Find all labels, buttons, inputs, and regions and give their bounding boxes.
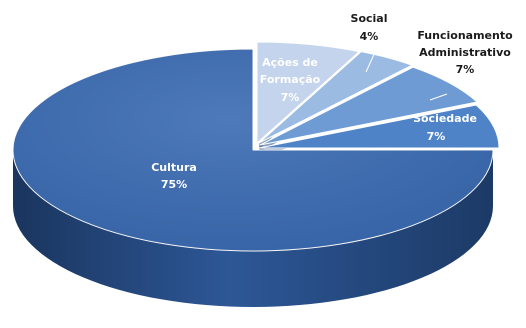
pie-slices	[12, 41, 500, 252]
label-funcionamento-name1: Funcionamento	[417, 29, 513, 42]
slice-side-cultura	[13, 150, 493, 307]
slice-social	[258, 51, 413, 144]
label-funcionamento-pct: 7%	[456, 63, 475, 76]
label-social-name: Social	[351, 12, 388, 25]
label-sociedade-pct: 7%	[427, 130, 446, 143]
label-funcionamento-name2: Administrativo	[419, 46, 511, 59]
label-social-pct: 4%	[360, 30, 379, 43]
label-cultura-name: Cultura	[151, 161, 197, 174]
label-acoes-name2: Formação	[260, 73, 321, 86]
label-cultura-pct: 75%	[161, 178, 187, 191]
connector-funcionamento	[429, 93, 448, 101]
label-sociedade-name: Sociedade	[413, 112, 477, 125]
slice-funcionamento	[259, 66, 478, 146]
slice-cultura-shading	[13, 49, 493, 251]
slice-labels: Cultura 75% Sociedade 7% Funcionamento A…	[151, 12, 513, 191]
slice-acoes	[256, 41, 360, 144]
label-acoes-name1: Ações de	[262, 56, 318, 69]
label-acoes-pct: 7%	[281, 91, 300, 104]
label-connectors	[365, 49, 448, 101]
slice-sociedade	[258, 104, 500, 149]
connector-social	[365, 49, 377, 73]
